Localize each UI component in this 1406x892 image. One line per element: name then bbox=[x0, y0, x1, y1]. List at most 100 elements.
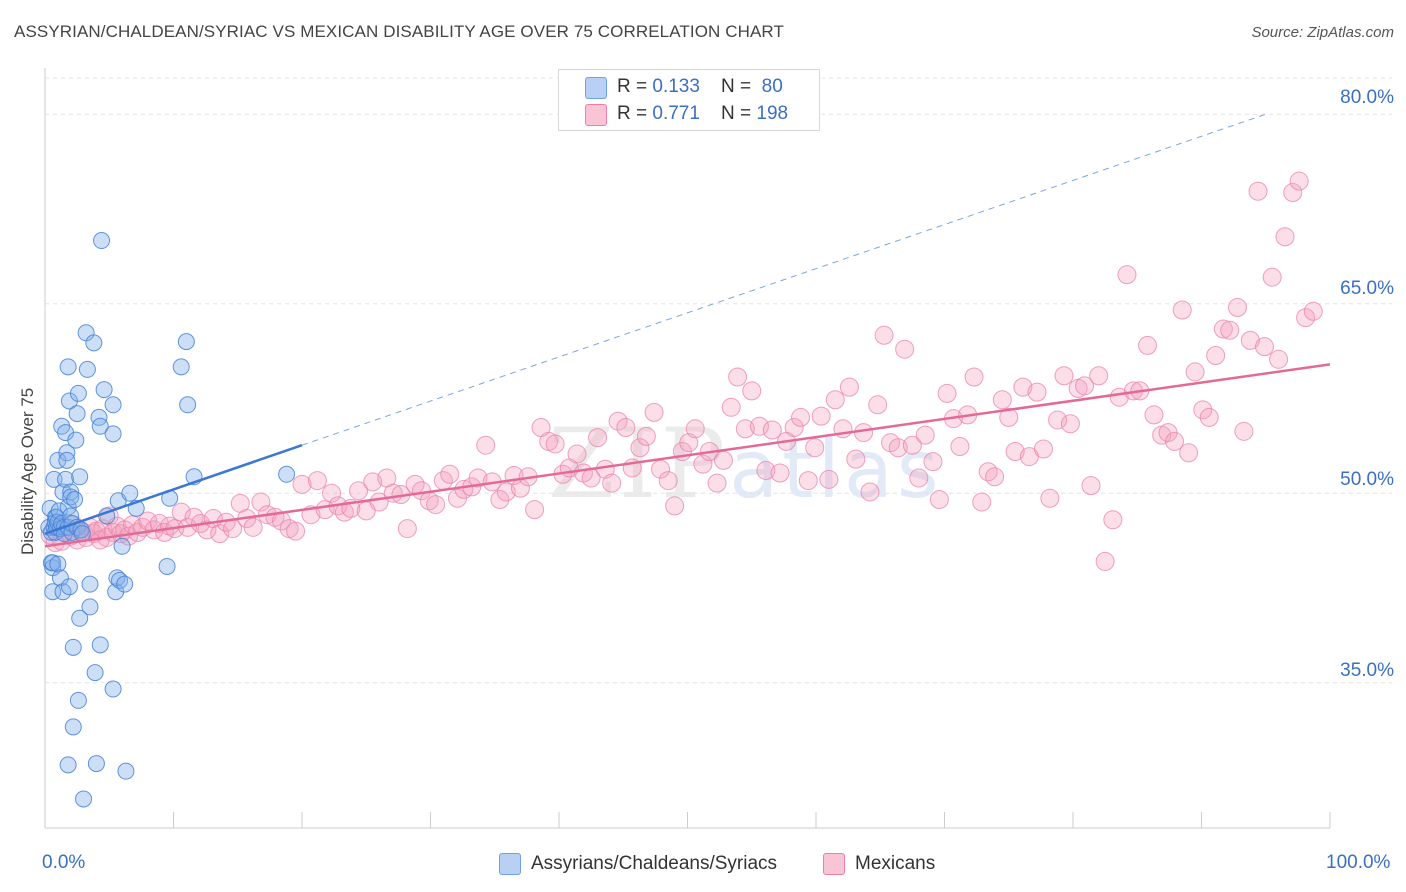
assyrians-point-82 bbox=[177, 333, 195, 351]
mexicans-point-115 bbox=[742, 381, 762, 401]
y-tick-label-65: 65.0% bbox=[1340, 278, 1394, 299]
mexicans-point-72 bbox=[440, 464, 460, 484]
mexicans-point-142 bbox=[929, 490, 949, 510]
mexicans-point-193 bbox=[1283, 183, 1303, 203]
mexicans-point-133 bbox=[868, 395, 888, 415]
mexicans-point-147 bbox=[964, 367, 984, 387]
mexicans-point-139 bbox=[909, 468, 929, 488]
assyrians-point-15 bbox=[49, 555, 67, 573]
assyrians-point-43 bbox=[66, 491, 84, 509]
assyrians-point-7 bbox=[45, 470, 63, 488]
mexicans-point-121 bbox=[784, 418, 804, 438]
legend-swatch-blue bbox=[585, 77, 607, 99]
assyrians-point-75 bbox=[116, 575, 134, 593]
mexicans-point-95 bbox=[602, 473, 622, 493]
assyrians-point-29 bbox=[58, 451, 76, 469]
legend-n-label-pink: N = bbox=[721, 103, 752, 124]
assyrians-point-62 bbox=[91, 417, 109, 435]
assyrians-point-63 bbox=[91, 636, 109, 654]
mexicans-point-141 bbox=[923, 452, 943, 472]
mexicans-point-192 bbox=[1275, 227, 1295, 247]
mexicans-point-181 bbox=[1199, 407, 1219, 427]
mexicans-point-127 bbox=[825, 390, 845, 410]
mexicans-point-143 bbox=[937, 383, 957, 403]
legend-swatch-assyrians bbox=[499, 853, 521, 875]
assyrians-point-58 bbox=[85, 334, 103, 352]
mexicans-point-187 bbox=[1240, 330, 1260, 350]
mexicans-point-167 bbox=[1103, 510, 1123, 530]
mexicans-point-104 bbox=[665, 496, 685, 516]
mexicans-point-158 bbox=[1040, 488, 1060, 508]
mexicans-point-97 bbox=[616, 418, 636, 438]
mexicans-point-117 bbox=[756, 460, 776, 480]
mexicans-point-185 bbox=[1227, 298, 1247, 318]
mexicans-point-108 bbox=[693, 454, 713, 474]
mexicans-point-131 bbox=[854, 423, 874, 443]
assyrians-point-65 bbox=[95, 381, 113, 399]
assyrians-point-50 bbox=[71, 609, 89, 627]
mexicans-point-180 bbox=[1193, 400, 1213, 420]
assyrians-point-60 bbox=[87, 755, 105, 773]
mexicans-point-188 bbox=[1248, 181, 1268, 201]
mexicans-point-55 bbox=[322, 483, 342, 503]
legend-label-mexicans: Mexicans bbox=[855, 853, 936, 874]
mexicans-point-66 bbox=[397, 519, 417, 539]
mexicans-point-90 bbox=[567, 444, 587, 464]
assyrians-trend-line bbox=[44, 444, 303, 535]
source-label: Source: ZipAtlas.com bbox=[1251, 24, 1394, 41]
assyrians-point-67 bbox=[104, 425, 122, 443]
mexicans-point-99 bbox=[630, 438, 650, 458]
assyrians-point-53 bbox=[75, 790, 93, 808]
mexicans-point-137 bbox=[895, 339, 915, 359]
mexicans-point-61 bbox=[363, 472, 383, 492]
y-axis-label: Disability Age Over 75 bbox=[18, 387, 37, 555]
mexicans-point-119 bbox=[770, 463, 790, 483]
mexicans-point-163 bbox=[1075, 376, 1095, 396]
legend-swatch-pink bbox=[585, 104, 607, 126]
assyrians-point-55 bbox=[78, 360, 96, 378]
mexicans-point-39 bbox=[210, 524, 230, 544]
chart-title: ASSYRIAN/CHALDEAN/SYRIAC VS MEXICAN DISA… bbox=[14, 22, 784, 41]
legend-n-blue: N = 80 bbox=[721, 76, 783, 98]
mexicans-point-183 bbox=[1213, 319, 1233, 339]
legend-label-assyrians: Assyrians/Chaldeans/Syriacs bbox=[531, 853, 778, 874]
legend-n-value-pink: 198 bbox=[756, 103, 789, 124]
legend-swatch-mexicans bbox=[823, 853, 845, 875]
mexicans-point-191 bbox=[1269, 349, 1289, 369]
y-tick-label-80: 80.0% bbox=[1340, 87, 1394, 108]
mexicans-point-111 bbox=[713, 450, 733, 470]
assyrians-point-69 bbox=[104, 396, 122, 414]
mexicans-point-172 bbox=[1138, 335, 1158, 355]
assyrians-point-57 bbox=[81, 575, 99, 593]
mexicans-point-157 bbox=[1033, 439, 1053, 459]
mexicans-point-148 bbox=[972, 492, 992, 512]
mexicans-point-93 bbox=[588, 428, 608, 448]
assyrians-point-64 bbox=[93, 232, 111, 250]
assyrians-point-33 bbox=[59, 358, 77, 376]
mexicans-point-195 bbox=[1296, 308, 1316, 328]
mexicans-point-76 bbox=[468, 468, 488, 488]
mexicans-point-149 bbox=[978, 462, 998, 482]
mexicans-point-145 bbox=[950, 436, 970, 456]
assyrians-point-32 bbox=[59, 756, 77, 774]
mexicans-point-77 bbox=[476, 435, 496, 455]
mexicans-point-37 bbox=[197, 520, 217, 540]
legend-n-value-blue: 80 bbox=[761, 76, 783, 97]
assyrians-point-85 bbox=[278, 465, 296, 483]
y-tick-label-50: 50.0% bbox=[1340, 469, 1394, 490]
mexicans-point-113 bbox=[728, 367, 748, 387]
x-tick-label-0: 0.0% bbox=[42, 852, 86, 873]
mexicans-point-153 bbox=[1005, 442, 1025, 462]
assyrians-point-19 bbox=[51, 569, 69, 587]
y-tick-label-35: 35.0% bbox=[1340, 660, 1394, 681]
mexicans-point-159 bbox=[1048, 410, 1068, 430]
mexicans-point-80 bbox=[496, 482, 516, 502]
assyrians-point-49 bbox=[71, 468, 89, 486]
mexicans-point-134 bbox=[874, 325, 894, 345]
assyrians-point-47 bbox=[69, 691, 87, 709]
assyrians-point-76 bbox=[117, 762, 135, 780]
mexicans-point-160 bbox=[1054, 366, 1074, 386]
mexicans-point-156 bbox=[1027, 382, 1047, 402]
mexicans-point-182 bbox=[1206, 346, 1226, 366]
